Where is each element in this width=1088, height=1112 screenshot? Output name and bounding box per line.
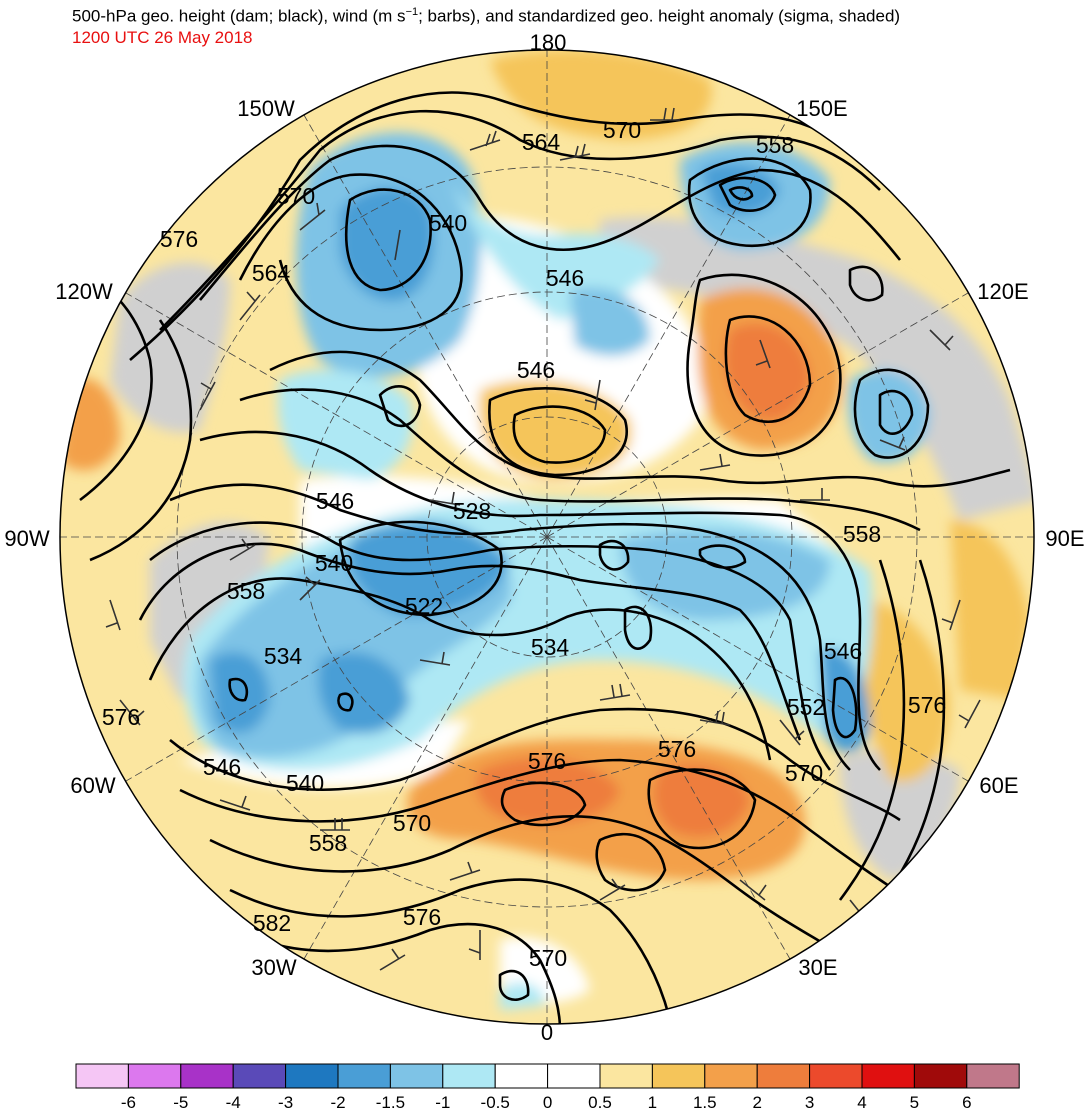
colorbar-swatch (913, 1063, 968, 1089)
contour-label: 582 (253, 910, 291, 936)
contour-label: 576 (403, 904, 441, 930)
contour-label: 540 (286, 770, 324, 796)
contour-label: 576 (160, 226, 198, 252)
colorbar-label: -4 (226, 1093, 241, 1112)
contour-label: 546 (824, 638, 862, 664)
colorbar-swatch (809, 1063, 863, 1089)
wind-barbs (105, 107, 981, 971)
colorbar-swatch (180, 1063, 234, 1089)
colorbar-swatch (756, 1063, 811, 1089)
colorbar-label: 2 (752, 1093, 761, 1112)
colorbar-swatch (127, 1063, 182, 1089)
contour-label: 522 (405, 593, 443, 619)
meridian-label-180: 180 (530, 30, 567, 55)
contour-label: 558 (309, 830, 347, 856)
colorbar-swatch (285, 1063, 339, 1089)
colorbar-label: -1.5 (376, 1093, 405, 1112)
meridian-label-150e: 150E (796, 96, 847, 121)
contour-label: 570 (603, 117, 641, 143)
contour-label: 546 (316, 488, 354, 514)
colorbar-label: 1.5 (693, 1093, 717, 1112)
colorbar-swatch (442, 1063, 496, 1089)
graticule (60, 50, 1034, 1024)
contour-label: 534 (531, 634, 570, 660)
colorbar-label: -1 (435, 1093, 450, 1112)
chart-title: 500-hPa geo. height (dam; black), wind (… (72, 6, 901, 26)
contour-label: 558 (756, 132, 794, 158)
contour-label: 558 (843, 521, 881, 547)
colorbar-swatch (651, 1063, 706, 1089)
height-contours (79, 91, 1011, 1024)
colorbar-swatch (599, 1063, 653, 1089)
contour-label: 540 (429, 210, 467, 236)
contour-label: 570 (393, 810, 431, 836)
anomaly-shading (60, 50, 1034, 1024)
meridian-label-90e: 90E (1045, 526, 1084, 551)
contour-label: 564 (252, 260, 291, 286)
colorbar-swatch (389, 1063, 444, 1089)
colorbar-label: 1 (648, 1093, 657, 1112)
colorbar-label: 6 (962, 1093, 971, 1112)
meridian-label-150w: 150W (237, 96, 295, 121)
contour-label: 570 (529, 945, 567, 971)
contour-label: 570 (785, 760, 823, 786)
colorbar-swatch (494, 1063, 549, 1089)
contour-label: 552 (787, 694, 825, 720)
meridian-label-60w: 60W (70, 773, 115, 798)
contour-labels: 564 570 558 570 576 564 540 546 546 528 … (102, 117, 946, 971)
meridian-label-120w: 120W (55, 279, 113, 304)
contour-label: 528 (453, 498, 491, 524)
colorbar-swatch (337, 1063, 391, 1089)
colorbar-swatch (75, 1063, 129, 1089)
colorbar-label: -3 (278, 1093, 293, 1112)
colorbar-label: -5 (173, 1093, 188, 1112)
colorbar-swatch (232, 1063, 287, 1089)
map-boundary (59, 49, 1035, 1025)
meridian-label-120e: 120E (977, 279, 1028, 304)
colorbar-label: -0.5 (481, 1093, 510, 1112)
contour-label: 576 (102, 704, 140, 730)
meridian-label-30e: 30E (798, 955, 837, 980)
contour-label: 534 (264, 643, 303, 669)
contour-label: 564 (522, 129, 561, 155)
meridian-label-90w: 90W (4, 526, 49, 551)
colorbar-label: 3 (805, 1093, 814, 1112)
meridian-label-60e: 60E (979, 773, 1018, 798)
colorbar-label: 0 (543, 1093, 552, 1112)
colorbar-label: 4 (857, 1093, 866, 1112)
contour-label: 576 (658, 736, 696, 762)
colorbar-swatch (547, 1063, 601, 1089)
contour-label: 558 (227, 578, 265, 604)
colorbar-swatch (966, 1063, 1020, 1089)
colorbar-swatch (704, 1063, 758, 1089)
contour-label: 576 (908, 692, 946, 718)
colorbar-label: 5 (910, 1093, 919, 1112)
chart-subtitle: 1200 UTC 26 May 2018 (72, 28, 253, 47)
colorbar: -6 -5 -4 -3 -2 -1.5 -1 -0.5 0 0.5 1 1.5 2 3 4 5 6 (75, 1063, 1020, 1112)
colorbar-label: -2 (330, 1093, 345, 1112)
contour-label: 576 (528, 748, 566, 774)
contour-label: 540 (315, 550, 353, 576)
colorbar-label: -6 (121, 1093, 136, 1112)
contour-label: 546 (517, 357, 555, 383)
contour-label: 570 (277, 183, 315, 209)
meridian-label-30w: 30W (251, 955, 296, 980)
colorbar-swatch (861, 1063, 915, 1089)
contour-label: 546 (546, 265, 584, 291)
colorbar-label: 0.5 (588, 1093, 612, 1112)
contour-label: 546 (203, 754, 241, 780)
meridian-labels: 180 150E 120E 90E 60E 30E 0 30W 60W 90W … (4, 30, 1084, 1045)
meridian-label-0: 0 (541, 1020, 553, 1045)
